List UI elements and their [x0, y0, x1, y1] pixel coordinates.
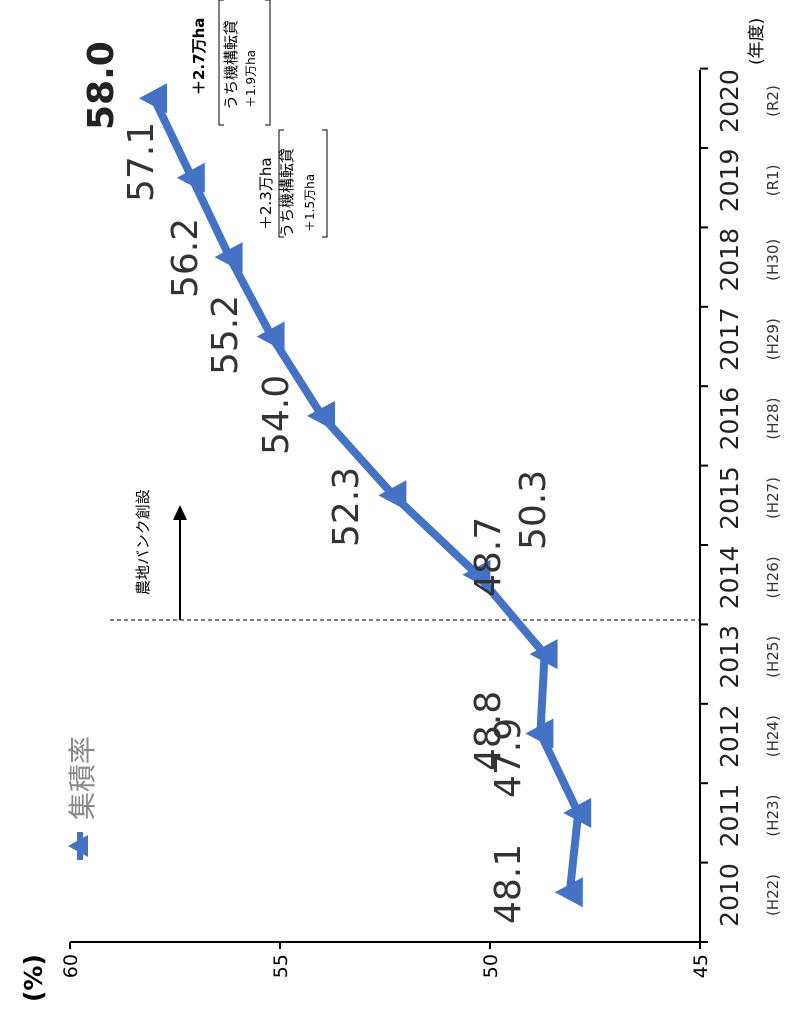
- bank-arrow-head: [173, 505, 187, 520]
- data-label-2018: 56.2: [165, 218, 206, 298]
- x-unit-label: (年度): [747, 18, 767, 65]
- data-label-2019: 57.1: [121, 122, 162, 202]
- marker-2011: [563, 797, 592, 828]
- data-label-2014: 50.3: [513, 470, 554, 550]
- x-era-label-(H25): (H25): [764, 636, 782, 678]
- ann-2019-bracket-left: [278, 129, 284, 238]
- ann-2020-bracket-right: [265, 0, 271, 126]
- legend-marker: [68, 835, 88, 857]
- data-label-2012: 48.8: [468, 691, 509, 771]
- ann-2019-sub2: ＋1.5万ha: [303, 174, 317, 232]
- data-label-2010: 48.1: [488, 844, 529, 924]
- marker-2018: [214, 242, 243, 273]
- marker-2014: [462, 559, 491, 590]
- x-tick-label-2014: 2014: [715, 546, 744, 610]
- marker-2013: [529, 639, 558, 670]
- ann-2019-sub1: うち機構転貸: [278, 148, 296, 238]
- marker-2012: [525, 718, 554, 749]
- y-tick-label-45: 45: [690, 954, 712, 978]
- x-tick-label-2020: 2020: [715, 69, 744, 133]
- x-era-label-(R2): (R2): [764, 85, 782, 117]
- marker-2019: [176, 162, 205, 193]
- ann-2020-sub2: ＋1.9万ha: [244, 50, 258, 108]
- ann-2020-sub1: うち機構転貸: [222, 20, 240, 110]
- x-tick-label-2015: 2015: [715, 466, 744, 530]
- x-era-label-(H23): (H23): [764, 795, 782, 837]
- y-tick-label-55: 55: [270, 954, 292, 978]
- marker-2020: [139, 83, 167, 114]
- data-label-2020: 58.0: [81, 41, 122, 130]
- x-tick-label-2017: 2017: [715, 307, 744, 371]
- ann-2020-bracket-left: [218, 0, 224, 126]
- data-label-2013: 48.7: [468, 517, 509, 597]
- x-era-label-(H28): (H28): [764, 398, 782, 440]
- x-era-label-(H30): (H30): [764, 239, 782, 281]
- x-era-label-(H26): (H26): [764, 556, 782, 598]
- y-tick-label-50: 50: [480, 954, 502, 978]
- x-tick-label-2013: 2013: [715, 625, 744, 689]
- y-unit-label: (%): [19, 954, 48, 1002]
- x-tick-label-2018: 2018: [715, 228, 744, 292]
- marker-2015: [378, 480, 407, 511]
- data-label-2017: 55.2: [205, 295, 246, 375]
- data-label-2016: 54.0: [256, 375, 297, 455]
- x-era-label-(H27): (H27): [764, 477, 782, 519]
- bank-label: 農地バンク創設: [134, 489, 152, 595]
- legend-label: 集積率: [66, 736, 99, 820]
- x-era-label-(H22): (H22): [764, 874, 782, 916]
- x-tick-label-2016: 2016: [715, 387, 744, 451]
- x-tick-label-2010: 2010: [715, 863, 744, 927]
- x-era-label-(R1): (R1): [764, 165, 782, 197]
- marker-2017: [256, 321, 285, 352]
- x-era-label-(H29): (H29): [764, 318, 782, 360]
- x-tick-label-2019: 2019: [715, 149, 744, 213]
- data-label-2011: 47.9: [488, 718, 529, 798]
- ann-2019-main: ＋2.3万ha: [257, 157, 275, 230]
- x-tick-label-2012: 2012: [715, 704, 744, 768]
- ann-2019-bracket-right: [322, 129, 328, 238]
- ann-2020-main: ＋2.7万ha: [190, 18, 208, 95]
- y-tick-label-60: 60: [60, 954, 82, 978]
- x-tick-label-2011: 2011: [715, 784, 744, 848]
- data-label-2015: 52.3: [326, 467, 367, 547]
- marker-2016: [307, 400, 335, 431]
- marker-2010: [554, 877, 583, 908]
- x-era-label-(H24): (H24): [764, 715, 782, 757]
